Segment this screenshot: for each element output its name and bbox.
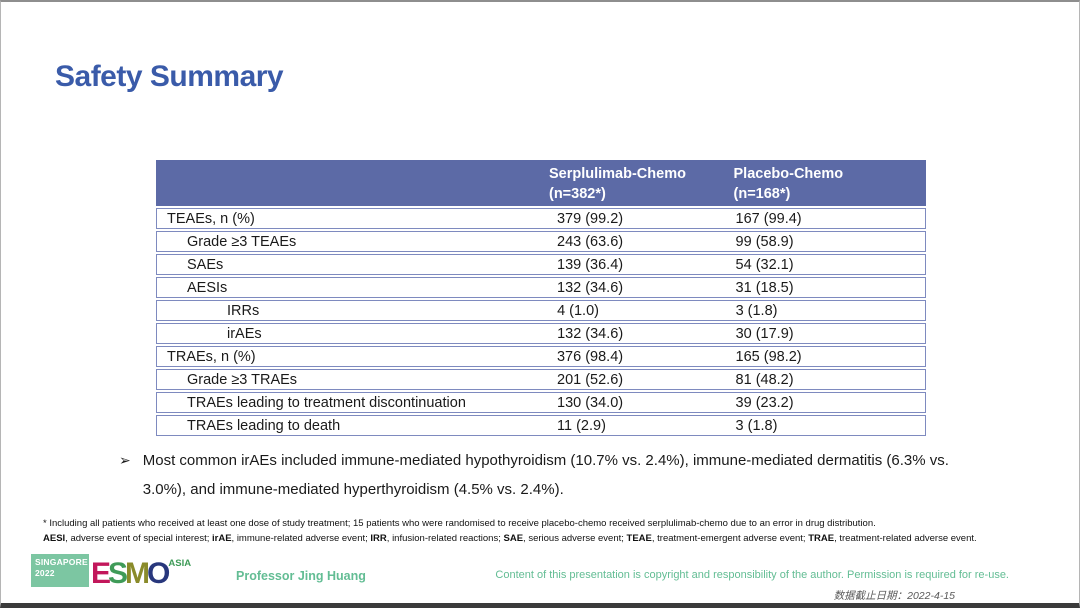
placebo-value: 99 (58.9) — [735, 233, 794, 250]
table-row: TRAEs leading to treatment discontinuati… — [156, 392, 926, 413]
table-row: Grade ≥3 TRAEs 201 (52.6) 81 (48.2) — [156, 369, 926, 390]
table-row: Grade ≥3 TEAEs 243 (63.6) 99 (58.9) — [156, 231, 926, 252]
row-label: Grade ≥3 TRAEs — [187, 371, 298, 388]
placebo-value: 81 (48.2) — [735, 371, 794, 388]
serplulimab-value: 11 (2.9) — [557, 417, 606, 434]
esmo-asia-2022-logo: SINGAPORE 2022 E S M O ASIA — [31, 554, 192, 591]
esmo-wordmark: E S M O ASIA — [91, 557, 192, 591]
table-row: irAEs 132 (34.6) 30 (17.9) — [156, 323, 926, 344]
key-finding-bullet: ➢ Most common irAEs included immune-medi… — [119, 447, 993, 505]
row-label: irAEs — [227, 325, 262, 342]
placebo-value: 54 (32.1) — [735, 256, 794, 273]
placebo-value: 39 (23.2) — [735, 394, 794, 411]
serplulimab-value: 4 (1.0) — [557, 302, 599, 319]
header-placebo-chemo: Placebo-Chemo (n=168*) — [733, 166, 844, 203]
serplulimab-value: 139 (36.4) — [557, 256, 624, 273]
arrow-bullet-icon: ➢ — [119, 453, 131, 469]
placebo-value: 167 (99.4) — [735, 210, 802, 227]
table-row: SAEs 139 (36.4) 54 (32.1) — [156, 254, 926, 275]
header-serplulimab-chemo: Serplulimab-Chemo (n=382*) — [548, 166, 686, 203]
table-row: TRAEs leading to death 11 (2.9) 3 (1.8) — [156, 415, 926, 436]
asia-label: ASIA — [168, 558, 192, 570]
serplulimab-value: 376 (98.4) — [556, 348, 624, 365]
placebo-value: 165 (98.2) — [735, 348, 802, 365]
footnote-asterisk: * Including all patients who received at… — [43, 518, 876, 529]
safety-table: Serplulimab-Chemo (n=382*) Placebo-Chemo(… — [156, 160, 926, 436]
serplulimab-value: 201 (52.6) — [557, 371, 624, 388]
bullet-text: Most common irAEs included immune-mediat… — [142, 452, 949, 498]
footnote-abbreviations: AESI, adverse event of special interest;… — [43, 532, 977, 544]
row-label: AESIs — [187, 279, 228, 296]
serplulimab-value: 132 (34.6) — [557, 279, 624, 296]
placebo-value: 30 (17.9) — [735, 325, 794, 342]
serplulimab-value: 243 (63.6) — [557, 233, 624, 250]
row-label: Grade ≥3 TEAEs — [187, 233, 297, 250]
row-label: TEAEs, n (%) — [167, 210, 255, 227]
table-row: IRRs 4 (1.0) 3 (1.8) — [156, 300, 926, 321]
row-label: TRAEs leading to treatment discontinuati… — [187, 394, 466, 411]
header-empty-cell — [157, 161, 541, 205]
placebo-value: 3 (1.8) — [735, 417, 778, 434]
serplulimab-value: 379 (99.2) — [556, 210, 624, 227]
row-label: TRAEs, n (%) — [167, 348, 256, 365]
placebo-value: 31 (18.5) — [735, 279, 794, 296]
data-cutoff-date: 数据截止日期：2022-4-15 — [833, 590, 955, 602]
row-label: IRRs — [227, 302, 260, 319]
copyright-notice: Content of this presentation is copyrigh… — [495, 569, 1009, 581]
table-row: AESIs 132 (34.6) 31 (18.5) — [156, 277, 926, 298]
row-label: TRAEs leading to death — [187, 417, 341, 434]
footnotes: * Including all patients who received at… — [43, 517, 1053, 546]
singapore-2022-badge: SINGAPORE 2022 — [31, 554, 89, 587]
serplulimab-value: 130 (34.0) — [557, 394, 624, 411]
table-row: TEAEs, n (%) 379 (99.2) 167 (99.4) — [156, 208, 926, 229]
row-label: SAEs — [187, 256, 224, 273]
serplulimab-value: 132 (34.6) — [557, 325, 624, 342]
page-title: Safety Summary — [55, 60, 284, 93]
placebo-value: 3 (1.8) — [735, 302, 778, 319]
table-header-row: Serplulimab-Chemo (n=382*) Placebo-Chemo(… — [156, 160, 926, 206]
presenter-name: Professor Jing Huang — [236, 569, 366, 583]
table-row: TRAEs, n (%) 376 (98.4) 165 (98.2) — [156, 346, 926, 367]
